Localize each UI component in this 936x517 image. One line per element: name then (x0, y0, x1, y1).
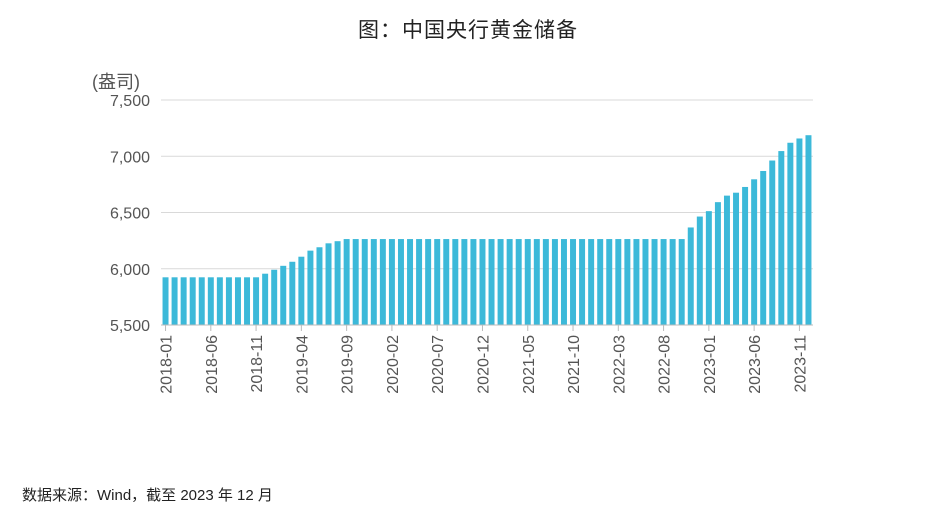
bar (452, 239, 459, 325)
bar (524, 239, 531, 325)
x-tick-label: 2018-11 (249, 335, 266, 393)
bar (479, 239, 486, 325)
bar (515, 239, 522, 325)
bar (361, 239, 368, 325)
bar (678, 239, 685, 325)
bar (234, 277, 241, 325)
x-tick-label: 2020-07 (430, 335, 447, 394)
bar (379, 239, 386, 325)
bar (443, 239, 450, 325)
bar (262, 273, 269, 325)
x-tick-label: 2022-08 (657, 335, 674, 394)
bar (769, 160, 776, 325)
bar (588, 239, 595, 325)
bar (579, 239, 586, 325)
bar (615, 239, 622, 325)
bar (696, 216, 703, 325)
bar (742, 186, 749, 325)
bar (597, 239, 604, 325)
bar (316, 247, 323, 325)
bar (397, 239, 404, 325)
x-tick-label: 2021-05 (521, 335, 538, 394)
x-tick-label: 2022-03 (611, 335, 628, 394)
bar (334, 241, 341, 325)
x-tick-label: 2019-09 (340, 335, 357, 394)
y-axis-unit-label: (盎司) (92, 72, 140, 92)
x-tick-label: 2023-01 (702, 335, 719, 394)
x-tick-label: 2019-04 (294, 335, 311, 394)
bar (352, 239, 359, 325)
bar (751, 179, 758, 325)
bar (570, 239, 577, 325)
bar (407, 239, 414, 325)
y-tick-label: 5,500 (110, 318, 150, 335)
x-tick-label: 2018-06 (204, 335, 221, 394)
bar (497, 239, 504, 325)
bar (551, 239, 558, 325)
bar (162, 277, 169, 325)
bar (660, 239, 667, 325)
bars (162, 135, 812, 326)
gridlines (161, 99, 813, 270)
bar (388, 239, 395, 325)
y-tick-label: 7,500 (110, 93, 150, 110)
bar (624, 239, 631, 325)
bar (370, 239, 377, 325)
x-tick-label: 2023-11 (792, 335, 809, 393)
bar (244, 277, 251, 325)
bar (307, 250, 314, 325)
bar (506, 239, 513, 325)
bar (180, 277, 187, 325)
bar (171, 277, 178, 325)
bar (416, 239, 423, 325)
bar (189, 277, 196, 325)
x-tick-label: 2020-02 (385, 335, 402, 394)
x-tick-label: 2023-06 (747, 335, 764, 394)
bar (787, 142, 794, 325)
bar (225, 277, 232, 325)
bar (542, 239, 549, 325)
bar (280, 265, 287, 325)
chart-title: 图：中国央行黄金储备 (358, 19, 578, 42)
bar (343, 239, 350, 325)
bar (651, 239, 658, 325)
bar (687, 227, 694, 325)
bar (714, 202, 721, 325)
bar (470, 239, 477, 325)
bar (271, 269, 278, 325)
bar (207, 277, 214, 325)
x-tick-label: 2020-12 (475, 335, 492, 394)
bar (298, 256, 305, 325)
source-note: 数据来源：Wind，截至 2023 年 12 月 (22, 487, 273, 504)
bar (198, 277, 205, 325)
bar (705, 211, 712, 325)
bar (778, 151, 785, 325)
bar (723, 195, 730, 326)
bar (805, 135, 812, 325)
y-tick-label: 7,000 (110, 149, 150, 166)
bar (216, 277, 223, 325)
y-tick-label: 6,000 (110, 262, 150, 279)
bar (560, 239, 567, 325)
bar (461, 239, 468, 325)
bar (669, 239, 676, 325)
bar (533, 239, 540, 325)
bar (642, 239, 649, 325)
bar (488, 239, 495, 325)
bar (289, 261, 296, 325)
x-tick-label: 2018-01 (159, 335, 176, 394)
bar (760, 170, 767, 325)
bar (253, 277, 260, 325)
bar (633, 239, 640, 325)
bar (325, 243, 332, 325)
axes: 5,500 6,000 6,500 7,000 7,500 2018-01 2018-06 2… (110, 93, 813, 394)
bar (606, 239, 613, 325)
y-tick-label: 6,500 (110, 206, 150, 223)
x-tick-label: 2021-10 (566, 335, 583, 394)
bar (733, 192, 740, 325)
bar (796, 138, 803, 325)
bar (434, 239, 441, 325)
bar (425, 239, 432, 325)
